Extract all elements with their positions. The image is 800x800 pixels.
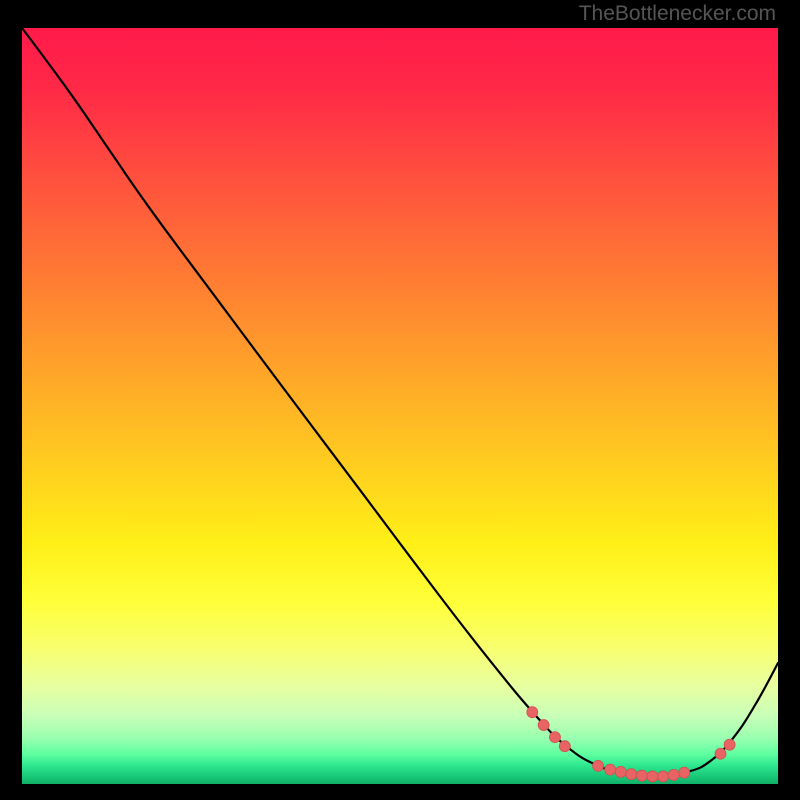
attribution-text: TheBottlenecker.com (579, 2, 776, 26)
chart-container (22, 28, 778, 784)
gradient-background (22, 28, 778, 784)
